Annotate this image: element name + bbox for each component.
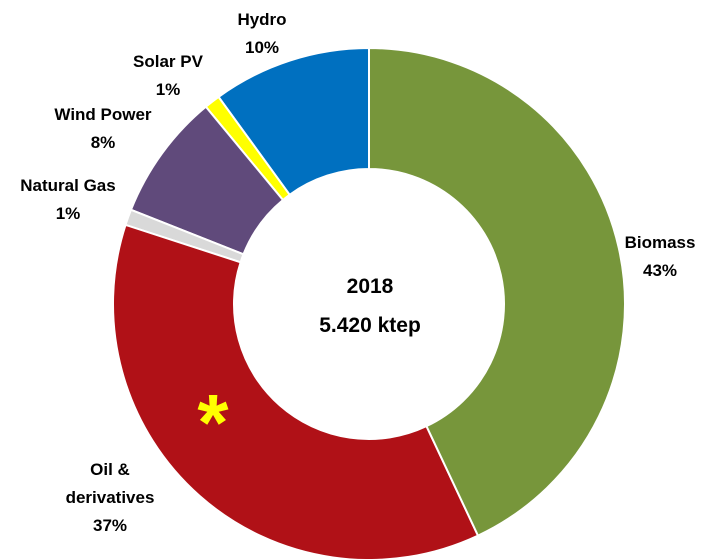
annotation: * <box>197 378 229 467</box>
value-label: 1% <box>155 80 181 99</box>
value-label: 43% <box>642 261 678 280</box>
center-label: 2018 <box>347 275 394 298</box>
slice-label: Oil & derivatives <box>65 460 155 507</box>
slice-label: Natural Gas <box>20 176 116 195</box>
slice <box>129 105 285 256</box>
value-label: 1% <box>55 204 81 223</box>
value-label: 10% <box>244 38 280 57</box>
value-label: 37% <box>92 516 128 535</box>
center-label: 5.420 ktep <box>319 314 421 337</box>
slice <box>112 223 480 559</box>
slice-label: Solar PV <box>133 52 203 71</box>
slice-label: Biomass <box>624 233 696 252</box>
slice-label: Hydro <box>237 10 287 29</box>
slice-label: Wind Power <box>54 105 152 124</box>
slice <box>368 46 626 537</box>
value-label: 8% <box>90 133 116 152</box>
